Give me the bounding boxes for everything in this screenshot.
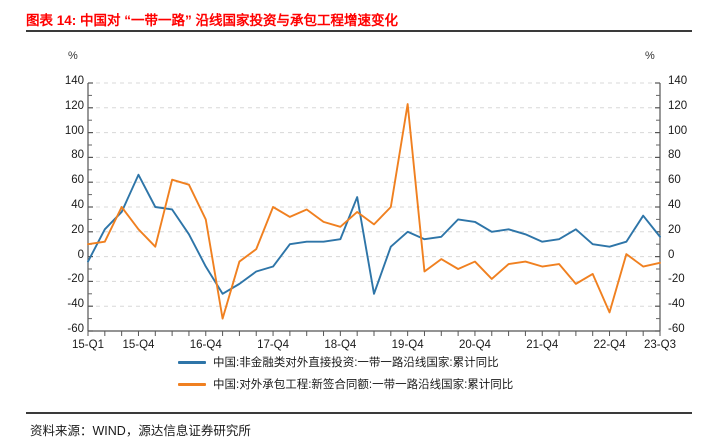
y-tick-left-2: 100 [64, 124, 84, 137]
x-tick-6: 20-Q4 [458, 339, 491, 351]
y-tick-left-1: 120 [64, 99, 84, 112]
footer-divider [26, 412, 692, 414]
y-tick-right-8: -20 [668, 273, 685, 286]
y-tick-right-0: 140 [668, 75, 688, 87]
y-tick-right-7: 0 [668, 248, 675, 261]
y-tick-right-5: 40 [668, 199, 681, 211]
y-tick-left-6: 20 [71, 223, 84, 236]
source-note: 资料来源：WIND，源达信息证券研究所 [30, 424, 251, 438]
y-tick-right-2: 100 [668, 124, 688, 137]
legend-label-contracting: 中国:对外承包工程:新签合同额:一带一路沿线国家:累计同比 [213, 379, 514, 391]
legend-swatch-blue [178, 360, 206, 364]
x-tick-2: 16-Q4 [189, 339, 222, 351]
x-tick-0: 15-Q1 [72, 339, 104, 351]
y-tick-left-10: -60 [67, 323, 84, 335]
legend-swatch-orange [178, 382, 206, 386]
x-tick-7: 21-Q4 [526, 339, 559, 351]
y-tick-left-4: 60 [71, 174, 84, 187]
y-tick-right-1: 120 [668, 99, 688, 112]
legend-item-investment: 中国:非金融类对外直接投资:一带一路沿线国家:累计同比 [178, 354, 499, 370]
legend-item-contracting: 中国:对外承包工程:新签合同额:一带一路沿线国家:累计同比 [178, 376, 513, 392]
chart-title-bar: 图表 14: 中国对 “一带一路” 沿线国家投资与承包工程增速变化 [0, 0, 718, 34]
y-tick-right-4: 60 [668, 174, 681, 187]
y-tick-left-5: 40 [71, 199, 84, 211]
x-tick-8: 22-Q4 [593, 339, 626, 351]
y-tick-right-3: 80 [668, 149, 681, 162]
y-tick-left-3: 80 [71, 149, 84, 162]
x-tick-4: 18-Q4 [324, 339, 357, 351]
y-tick-left-7: 0 [77, 248, 84, 261]
right-axis-unit: % [645, 50, 655, 62]
y-tick-right-6: 20 [668, 223, 681, 236]
x-tick-5: 19-Q4 [391, 339, 424, 351]
x-tick-3: 17-Q4 [257, 339, 290, 351]
y-tick-right-10: -60 [668, 323, 685, 335]
x-tick-9: 23-Q3 [644, 339, 676, 351]
y-tick-right-9: -40 [668, 298, 685, 311]
x-tick-1: 15-Q4 [122, 339, 155, 351]
line-chart-plot [87, 82, 661, 336]
y-tick-left-9: -40 [67, 298, 84, 311]
y-tick-left-8: -20 [67, 273, 84, 286]
legend-label-investment: 中国:非金融类对外直接投资:一带一路沿线国家:累计同比 [213, 357, 499, 369]
chart-canvas: % % 140 120 100 80 60 40 20 0 -20 -40 -60 140 120 10… [0, 36, 718, 408]
title-divider [26, 30, 692, 32]
y-tick-left-0: 140 [64, 75, 84, 87]
page-title: 图表 14: 中国对 “一带一路” 沿线国家投资与承包工程增速变化 [26, 13, 399, 28]
left-axis-unit: % [68, 50, 78, 62]
